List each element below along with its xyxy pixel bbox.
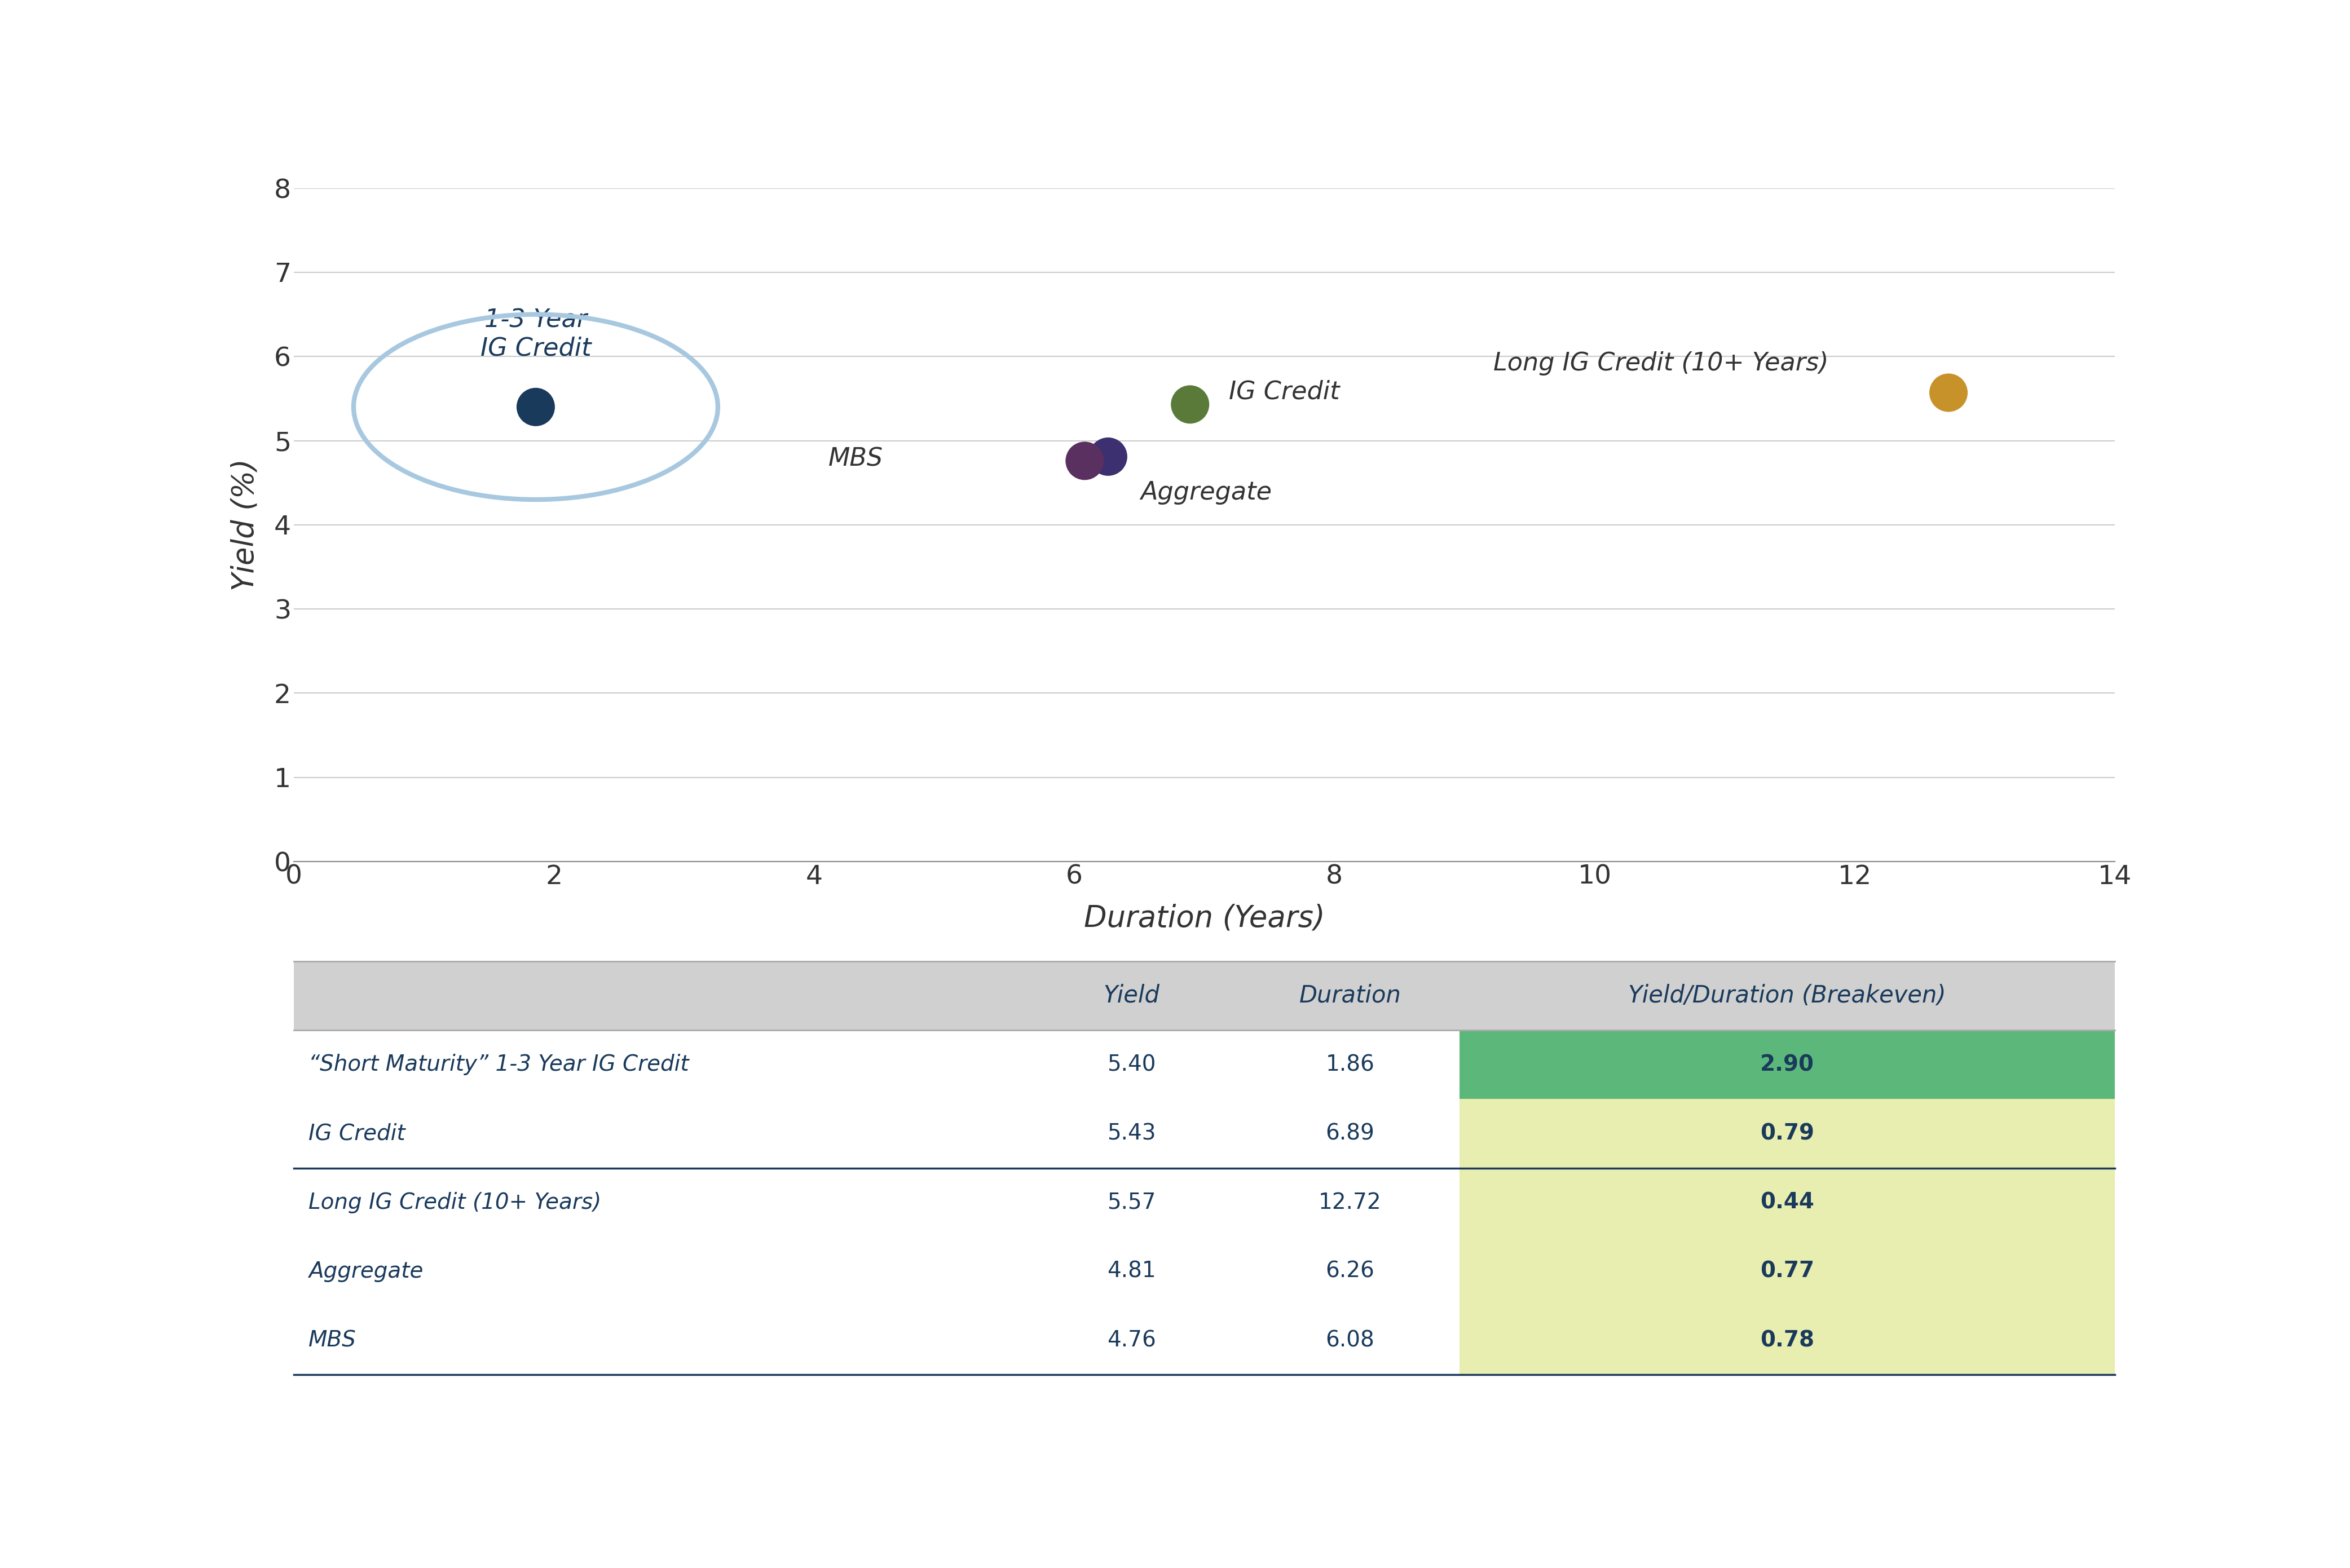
Bar <box>1022 1168 1241 1237</box>
Point <box>1929 379 1967 405</box>
Bar <box>1241 1168 1459 1237</box>
Text: 12.72: 12.72 <box>1318 1192 1382 1214</box>
Point <box>517 395 555 420</box>
Text: IG Credit: IG Credit <box>1229 379 1339 405</box>
Bar <box>1022 961 1241 1030</box>
Text: MBS: MBS <box>308 1330 357 1352</box>
Point <box>1090 444 1128 469</box>
Text: 4.81: 4.81 <box>1107 1261 1156 1283</box>
Text: Aggregate: Aggregate <box>308 1261 423 1283</box>
Text: 1-3 Year
IG Credit: 1-3 Year IG Credit <box>479 309 592 361</box>
Bar <box>1459 1099 2115 1168</box>
Bar <box>1022 1099 1241 1168</box>
Bar <box>294 1099 1022 1168</box>
Text: 5.43: 5.43 <box>1107 1123 1156 1145</box>
Text: 0.77: 0.77 <box>1760 1261 1814 1283</box>
Text: 4.76: 4.76 <box>1107 1330 1156 1352</box>
Bar <box>294 961 1022 1030</box>
Bar <box>294 1030 1022 1099</box>
Bar <box>1459 1306 2115 1375</box>
Bar <box>1459 1030 2115 1099</box>
Text: 6.89: 6.89 <box>1325 1123 1375 1145</box>
Bar <box>1241 961 1459 1030</box>
Text: Aggregate: Aggregate <box>1140 480 1271 505</box>
Bar <box>1241 1306 1459 1375</box>
Bar <box>1459 1168 2115 1237</box>
Text: MBS: MBS <box>827 447 884 472</box>
Text: 1.86: 1.86 <box>1325 1054 1375 1076</box>
Bar <box>1022 1030 1241 1099</box>
Bar <box>1241 1030 1459 1099</box>
Text: Duration: Duration <box>1300 983 1401 1008</box>
Text: 0.44: 0.44 <box>1760 1192 1814 1214</box>
X-axis label: Duration (Years): Duration (Years) <box>1083 903 1325 933</box>
Bar <box>1241 1237 1459 1306</box>
Text: IG Credit: IG Credit <box>308 1123 404 1145</box>
Text: 5.40: 5.40 <box>1107 1054 1156 1076</box>
Bar <box>1459 961 2115 1030</box>
Bar <box>294 1306 1022 1375</box>
Bar <box>1459 1237 2115 1306</box>
Bar <box>1241 1099 1459 1168</box>
Text: 2.90: 2.90 <box>1760 1054 1814 1076</box>
Text: 6.26: 6.26 <box>1325 1261 1375 1283</box>
Text: 0.79: 0.79 <box>1760 1123 1814 1145</box>
Text: Long IG Credit (10+ Years): Long IG Credit (10+ Years) <box>1492 351 1828 375</box>
Y-axis label: Yield (%): Yield (%) <box>230 458 261 591</box>
Bar <box>294 1168 1022 1237</box>
Text: Yield: Yield <box>1104 983 1159 1008</box>
Point <box>1170 392 1208 417</box>
Bar <box>294 1237 1022 1306</box>
Bar <box>1022 1306 1241 1375</box>
Text: 6.08: 6.08 <box>1325 1330 1375 1352</box>
Text: Long IG Credit (10+ Years): Long IG Credit (10+ Years) <box>308 1192 602 1214</box>
Text: Yield/Duration (Breakeven): Yield/Duration (Breakeven) <box>1629 983 1946 1008</box>
Point <box>1067 448 1104 474</box>
Text: 0.78: 0.78 <box>1760 1330 1814 1352</box>
Text: 5.57: 5.57 <box>1107 1192 1156 1214</box>
Text: “Short Maturity” 1-3 Year IG Credit: “Short Maturity” 1-3 Year IG Credit <box>308 1054 689 1076</box>
Bar <box>1022 1237 1241 1306</box>
